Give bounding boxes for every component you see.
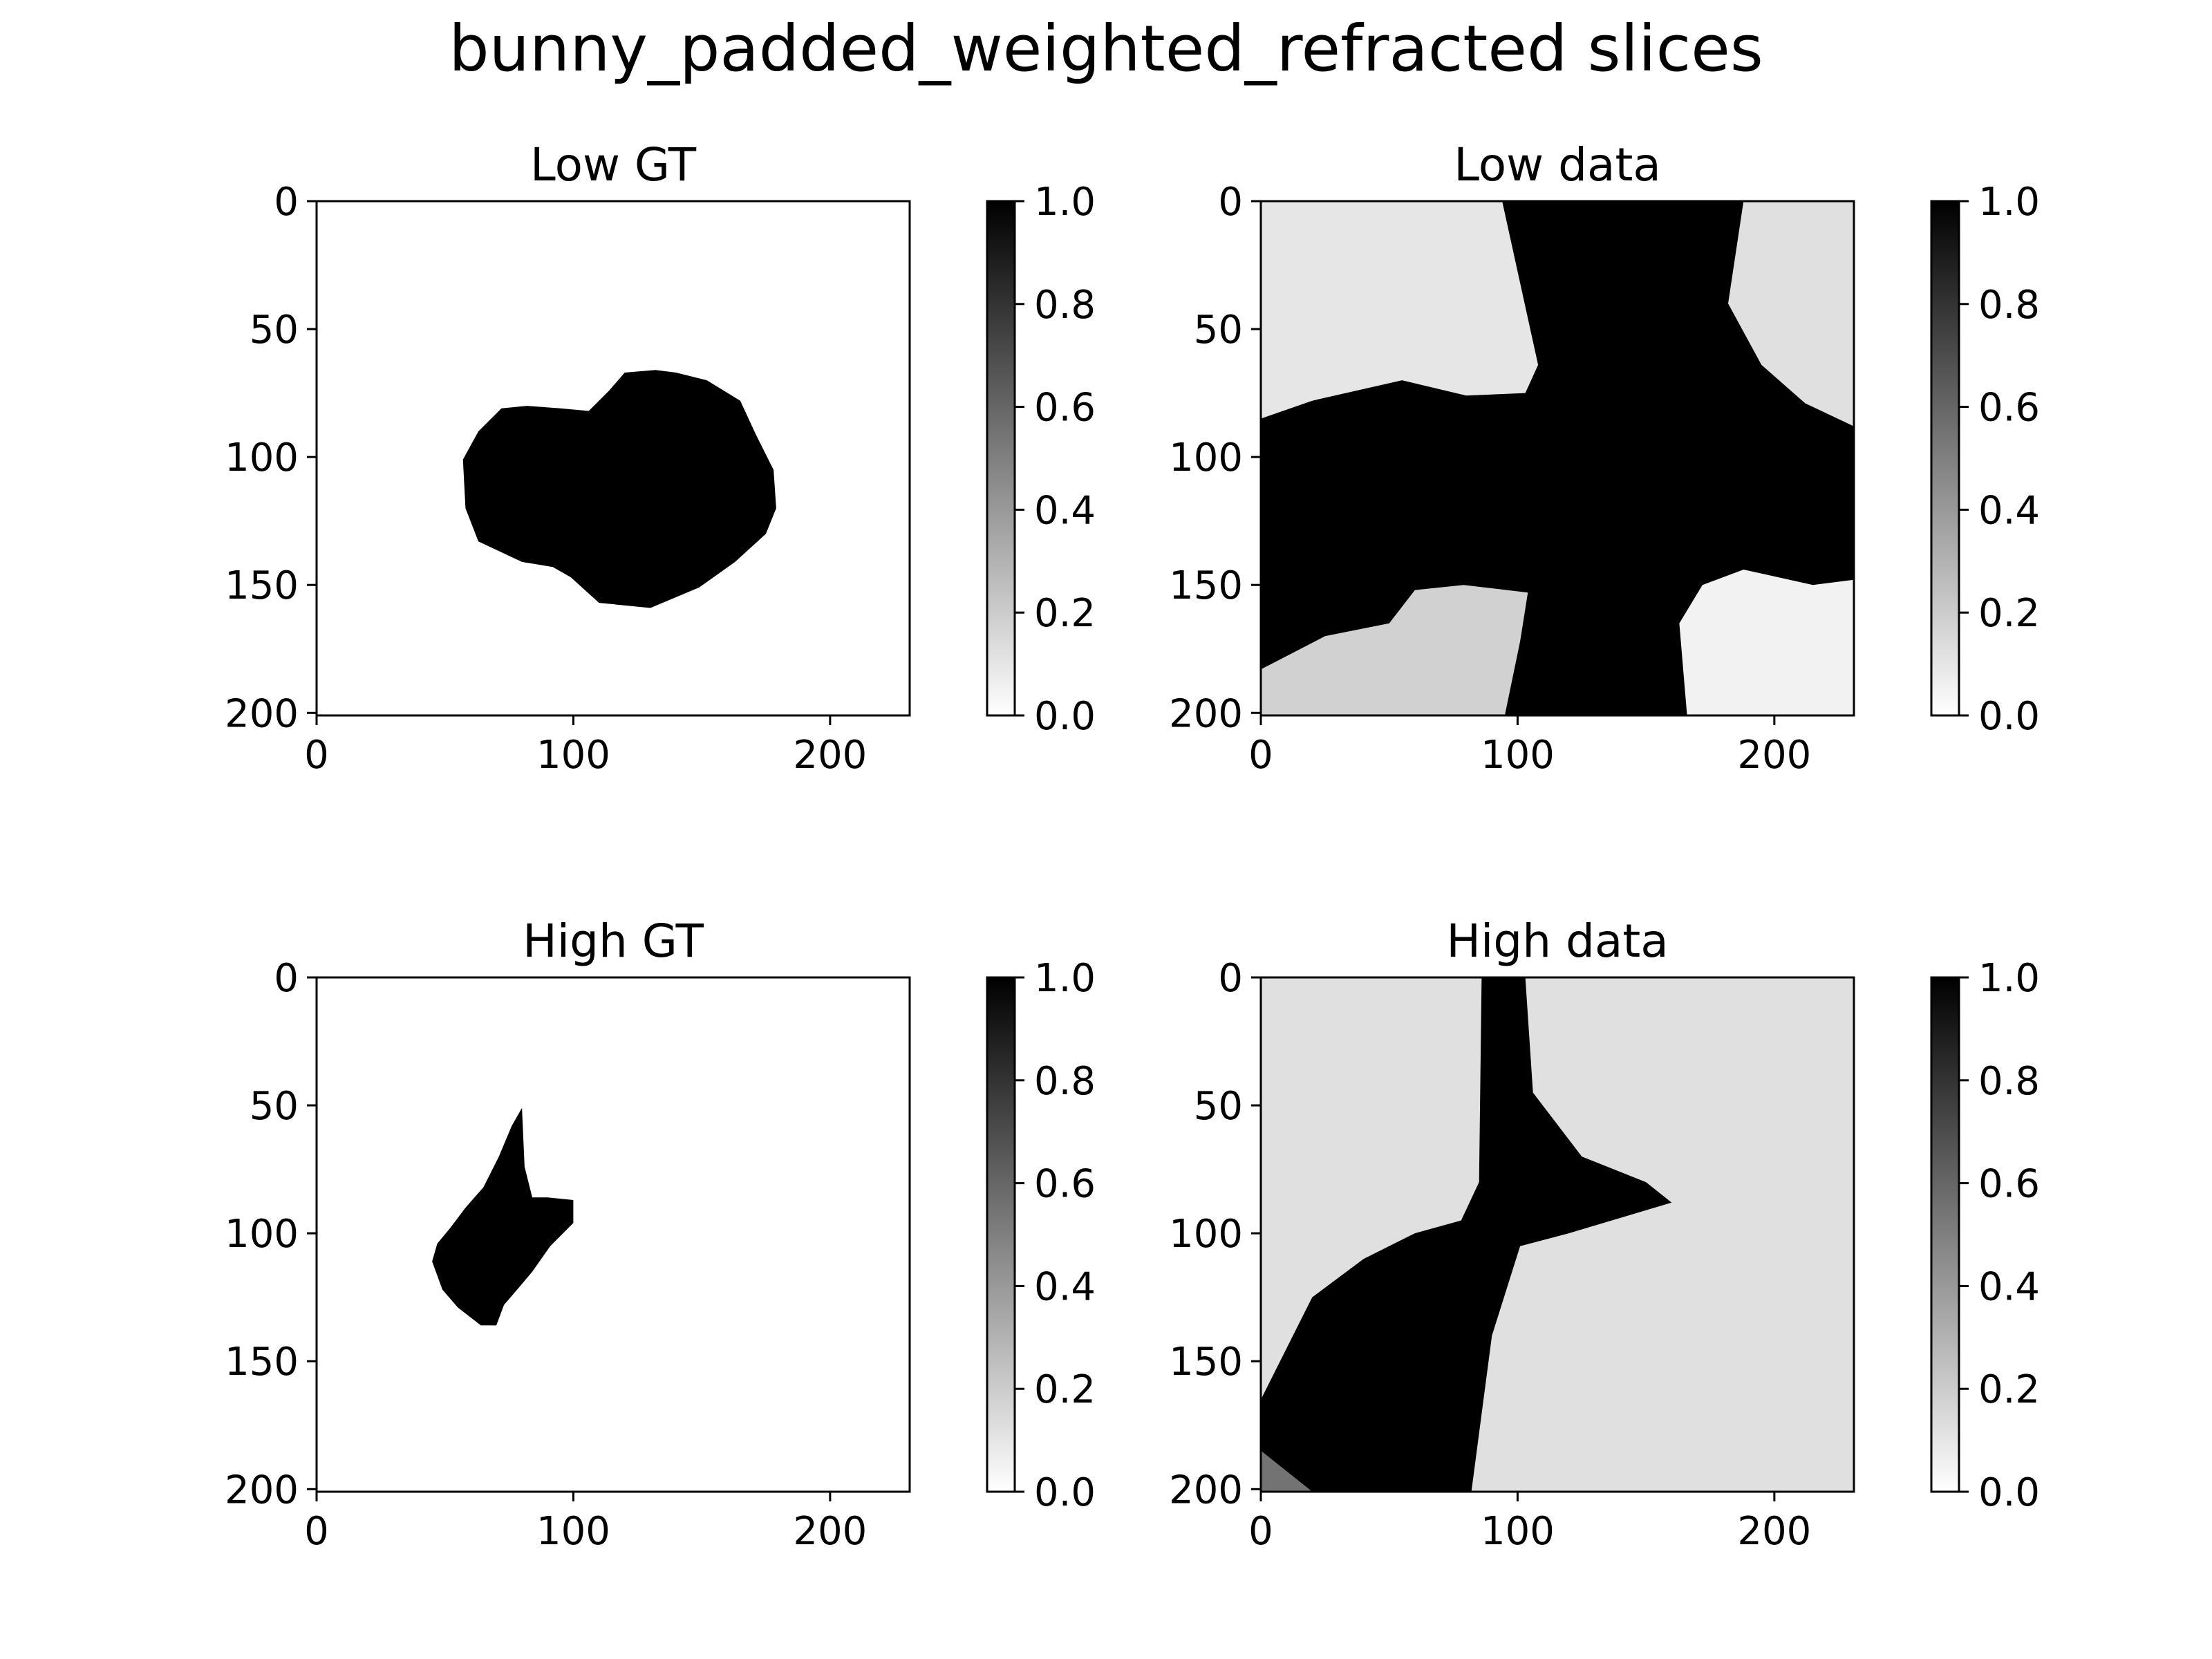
subplot-title: High GT: [523, 915, 704, 968]
colorbar-tick-label: 1.0: [1034, 956, 1096, 1001]
figure-title: bunny_padded_weighted_refracted slices: [449, 12, 1763, 86]
colorbar-gradient: [1930, 200, 1960, 717]
x-tick-label: 100: [536, 733, 610, 778]
x-tick-label: 200: [793, 733, 867, 778]
heatmap-region-1: [1728, 201, 1854, 427]
heatmap-image: [317, 977, 910, 1492]
heatmap-region-1: [1261, 1450, 1313, 1492]
colorbar-tick-label: 0.0: [1978, 694, 2040, 739]
colorbar: 0.0 0.2 0.4 0.6 0.8 1.0: [986, 956, 1096, 1515]
colorbar-tick-label: 0.4: [1978, 488, 2040, 533]
x-tick-label: 200: [1737, 733, 1811, 778]
colorbar-tick-label: 0.8: [1034, 1059, 1096, 1104]
x-tick-label: 100: [1481, 1509, 1555, 1554]
subplot-title: High data: [1446, 915, 1668, 968]
colorbar: 0.0 0.2 0.4 0.6 0.8 1.0: [1930, 180, 2040, 739]
heatmap-region-0: [432, 1107, 574, 1326]
colorbar-tick-label: 1.0: [1034, 180, 1096, 225]
colorbar-tick-label: 0.8: [1034, 283, 1096, 328]
colorbar-tick-label: 0.2: [1978, 1367, 2040, 1412]
y-tick-label: 150: [225, 563, 299, 608]
colorbar-tick-label: 1.0: [1978, 180, 2040, 225]
y-tick-label: 150: [225, 1340, 299, 1385]
colorbar-gradient: [986, 976, 1016, 1493]
y-tick-label: 200: [1169, 691, 1243, 736]
colorbar-tick-label: 0.2: [1978, 591, 2040, 636]
x-tick-label: 200: [793, 1509, 867, 1554]
x-tick-label: 0: [1248, 1509, 1273, 1554]
colorbar-tick-label: 0.0: [1034, 694, 1096, 739]
subplot-title: Low GT: [530, 138, 697, 191]
colorbar: 0.0 0.2 0.4 0.6 0.8 1.0: [1930, 956, 2040, 1515]
y-tick-label: 100: [225, 1212, 299, 1257]
y-tick-label: 200: [1169, 1468, 1243, 1512]
y-tick-label: 0: [1218, 180, 1243, 225]
colorbar-tick-label: 0.6: [1034, 386, 1096, 431]
y-tick-label: 200: [225, 691, 299, 736]
x-tick-label: 100: [1481, 733, 1555, 778]
y-tick-label: 200: [225, 1468, 299, 1512]
x-tick-label: 100: [536, 1509, 610, 1554]
subplot-title: Low data: [1454, 138, 1661, 191]
heatmap-background: [317, 977, 910, 1492]
y-tick-label: 100: [225, 435, 299, 480]
y-tick-label: 150: [1169, 1340, 1243, 1385]
colorbar: 0.0 0.2 0.4 0.6 0.8 1.0: [986, 180, 1096, 739]
heatmap-image: [317, 201, 910, 715]
x-tick-label: 0: [304, 733, 329, 778]
heatmap-region-2: [1261, 585, 1528, 715]
heatmap-region-0: [462, 370, 776, 608]
x-tick-label: 200: [1737, 1509, 1811, 1554]
axes-frame: [1259, 976, 1855, 1493]
heatmap-image: [1261, 977, 1854, 1492]
colorbar-tick-label: 0.8: [1978, 1059, 2040, 1104]
axes-frame: [1259, 200, 1855, 717]
y-tick-label: 0: [274, 180, 299, 225]
axes-frame: [315, 976, 911, 1493]
colorbar-tick-label: 0.4: [1978, 1264, 2040, 1309]
heatmap-region-0: [1261, 977, 1672, 1492]
colorbar-tick-label: 0.4: [1034, 488, 1096, 533]
y-tick-label: 150: [1169, 563, 1243, 608]
y-tick-label: 0: [274, 956, 299, 1001]
heatmap-region-0: [1261, 201, 1539, 419]
colorbar-tick-label: 0.6: [1978, 1162, 2040, 1207]
colorbar-tick-label: 0.0: [1034, 1470, 1096, 1515]
colorbar-gradient: [1930, 976, 1960, 1493]
x-tick-label: 0: [304, 1509, 329, 1554]
colorbar-tick-label: 0.4: [1034, 1264, 1096, 1309]
axes-frame: [315, 200, 911, 717]
heatmap-image: [1261, 201, 1854, 715]
colorbar-tick-label: 0.8: [1978, 283, 2040, 328]
heatmap-region-3: [1679, 570, 1854, 715]
colorbar-tick-label: 0.0: [1978, 1470, 2040, 1515]
colorbar-tick-label: 1.0: [1978, 956, 2040, 1001]
y-tick-label: 50: [1194, 308, 1243, 353]
y-tick-label: 50: [250, 308, 299, 353]
y-tick-label: 100: [1169, 1212, 1243, 1257]
colorbar-tick-label: 0.6: [1978, 386, 2040, 431]
y-tick-label: 50: [1194, 1084, 1243, 1129]
colorbar-tick-label: 0.6: [1034, 1162, 1096, 1207]
colorbar-tick-label: 0.2: [1034, 1367, 1096, 1412]
y-tick-label: 0: [1218, 956, 1243, 1001]
colorbar-gradient: [986, 200, 1016, 717]
x-tick-label: 0: [1248, 733, 1273, 778]
y-tick-label: 100: [1169, 435, 1243, 480]
colorbar-tick-label: 0.2: [1034, 591, 1096, 636]
y-tick-label: 50: [250, 1084, 299, 1129]
